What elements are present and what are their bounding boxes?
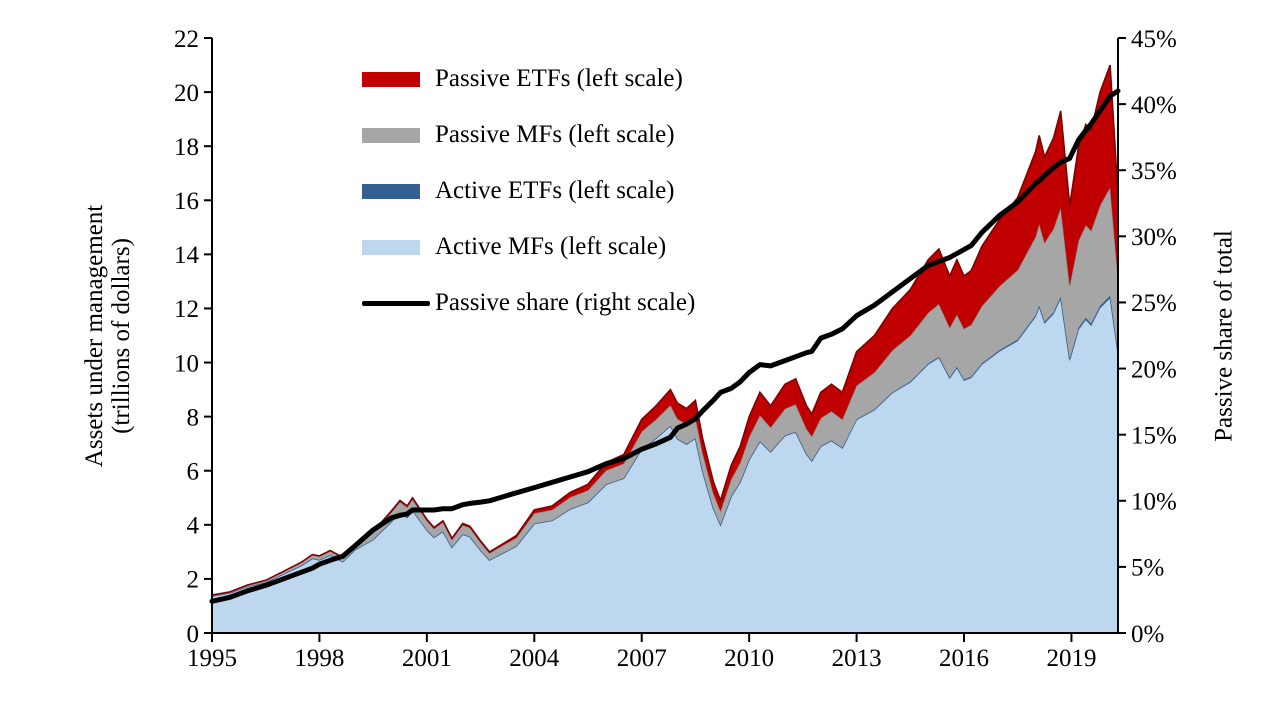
passive_etf-area-edge	[211, 64, 1119, 596]
right-axis-tick-label: 5%	[1131, 555, 1164, 582]
x-axis-tick-label: 2016	[939, 645, 989, 672]
x-axis-tick-label: 2007	[617, 645, 667, 672]
x-axis-tick-label: 2004	[509, 645, 560, 672]
right-axis-title: Passive share of total	[1210, 230, 1238, 442]
right-axis-tick-label: 0%	[1131, 621, 1164, 648]
x-axis-tick-label: 1998	[294, 645, 344, 672]
left-axis-tick-label: 22	[174, 26, 199, 53]
x-axis-tick-label: 1995	[187, 645, 237, 672]
legend: Passive ETFs (left scale) Passive MFs (l…	[362, 51, 695, 331]
left-axis-tick-label: 8	[187, 404, 200, 431]
x-axis-tick-label: 2019	[1046, 645, 1096, 672]
passive-share-line-swatch	[362, 300, 430, 306]
left-axis-tick-label: 0	[187, 621, 200, 648]
legend-item-active-etfs: Active ETFs (left scale)	[362, 163, 695, 219]
left-axis-tick-label: 14	[174, 242, 200, 269]
legend-item-passive-share: Passive share (right scale)	[362, 275, 695, 331]
right-axis-tick-label: 30%	[1131, 224, 1177, 251]
left-axis-tick-label: 6	[187, 458, 200, 485]
legend-label-passive-mfs: Passive MFs (left scale)	[435, 121, 675, 148]
active-mfs-swatch	[362, 239, 420, 255]
passive-etfs-swatch	[362, 71, 420, 87]
left-axis-tick-label: 4	[187, 513, 200, 540]
x-axis-tick-label: 2010	[724, 645, 774, 672]
passive-mfs-swatch	[362, 127, 420, 143]
x-axis-tick-label: 2013	[832, 645, 882, 672]
legend-label-active-mfs: Active MFs (left scale)	[435, 233, 667, 260]
x-axis-tick-label: 2001	[402, 645, 452, 672]
left-axis-tick-label: 16	[174, 188, 199, 215]
left-axis-tick-label: 12	[174, 296, 199, 323]
left-axis-title-line1: Assets under management	[81, 204, 108, 468]
active_mf-area	[212, 298, 1118, 633]
left-axis-title: Assets under management (trillions of do…	[81, 205, 135, 467]
right-axis-tick-label: 15%	[1131, 422, 1177, 449]
right-axis-tick-label: 10%	[1131, 489, 1177, 516]
passive-share-line	[209, 88, 1121, 604]
active-etfs-swatch	[362, 183, 420, 199]
right-axis-tick-label: 25%	[1131, 290, 1177, 317]
left-axis-tick-label: 10	[174, 350, 199, 377]
legend-label-passive-etfs: Passive ETFs (left scale)	[435, 65, 683, 92]
legend-item-passive-etfs: Passive ETFs (left scale)	[362, 51, 695, 107]
left-axis-tick-label: 18	[174, 134, 199, 161]
right-axis-tick-label: 45%	[1131, 26, 1177, 53]
legend-item-active-mfs: Active MFs (left scale)	[362, 219, 695, 275]
left-axis-title-line2: (trillions of dollars)	[108, 238, 135, 434]
left-axis-tick-label: 20	[174, 80, 199, 107]
left-axis-tick-label: 2	[187, 567, 200, 594]
legend-item-passive-mfs: Passive MFs (left scale)	[362, 107, 695, 163]
legend-label-active-etfs: Active ETFs (left scale)	[435, 177, 675, 204]
right-axis-tick-label: 20%	[1131, 356, 1177, 383]
right-axis-tick-label: 40%	[1131, 92, 1177, 119]
legend-label-passive-share: Passive share (right scale)	[435, 289, 696, 316]
right-axis-tick-label: 35%	[1131, 158, 1177, 185]
